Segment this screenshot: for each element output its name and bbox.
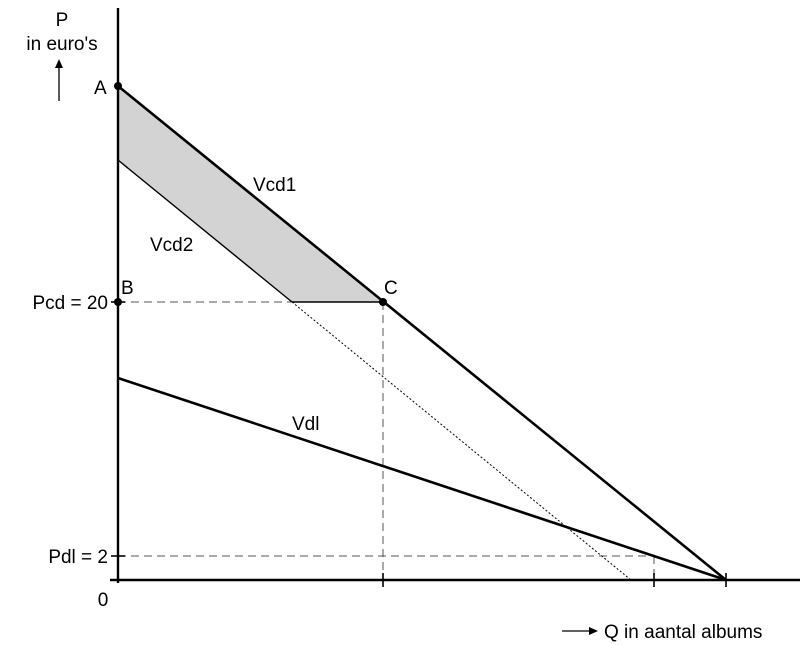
point-c-label: C — [384, 278, 398, 299]
point-b-dot — [114, 298, 122, 306]
point-a-label: A — [94, 78, 107, 99]
vcd1-line — [117, 84, 727, 582]
vcd2-dotted-extension — [291, 301, 632, 581]
vcd1-label: Vcd1 — [253, 175, 296, 196]
vcd2-line — [117, 159, 293, 303]
point-a-dot — [114, 82, 122, 90]
point-c-dot — [379, 298, 387, 306]
pdl-label: Pdl = 2 — [48, 547, 108, 568]
origin-label: 0 — [98, 590, 109, 611]
y-arrow-head-icon — [55, 59, 63, 68]
vcd2-label: Vcd2 — [150, 235, 193, 256]
point-b-label: B — [121, 278, 134, 299]
pcd-label: Pcd = 20 — [32, 293, 108, 314]
x-axis-label: Q in aantal albums — [604, 622, 762, 643]
x-arrow-head-icon — [589, 627, 598, 635]
y-axis-unit: in euro's — [26, 34, 97, 55]
y-axis-symbol: P — [56, 10, 69, 31]
vdl-label: Vdl — [292, 414, 319, 435]
vdl-line — [117, 376, 727, 582]
